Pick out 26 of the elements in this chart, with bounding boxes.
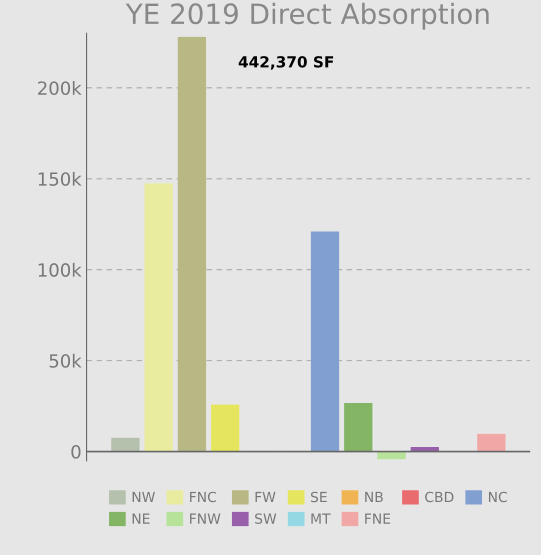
legend-label: FNC xyxy=(190,492,216,502)
legend-label: FW xyxy=(256,492,276,502)
legend-label: NW xyxy=(132,492,155,502)
bar xyxy=(178,36,206,452)
bar xyxy=(477,434,506,452)
legend-label: FNW xyxy=(190,514,220,524)
chart-title: YE 2019 Direct Absorption xyxy=(126,2,489,30)
bar xyxy=(211,404,240,452)
bar xyxy=(344,403,372,452)
y-tick-label: 150k xyxy=(38,172,82,186)
bar xyxy=(310,232,340,452)
legend-label: NE xyxy=(132,514,150,524)
legend-label: CBD xyxy=(425,492,454,502)
legend-label: NB xyxy=(365,492,383,502)
y-tick-label: 100k xyxy=(38,262,82,277)
legend-label: FNE xyxy=(365,514,390,524)
y-tick-label: 200k xyxy=(38,80,82,95)
bar xyxy=(111,438,140,452)
y-tick-label: 0 xyxy=(71,445,80,459)
bar xyxy=(144,183,173,452)
legend-label: SW xyxy=(255,513,276,524)
y-tick-label: 50k xyxy=(50,354,82,368)
legend-label: MT xyxy=(311,514,331,524)
annotation: 442,370 SF xyxy=(238,56,334,70)
legend-label: NC xyxy=(488,492,507,502)
legend-label: SE xyxy=(310,492,327,502)
